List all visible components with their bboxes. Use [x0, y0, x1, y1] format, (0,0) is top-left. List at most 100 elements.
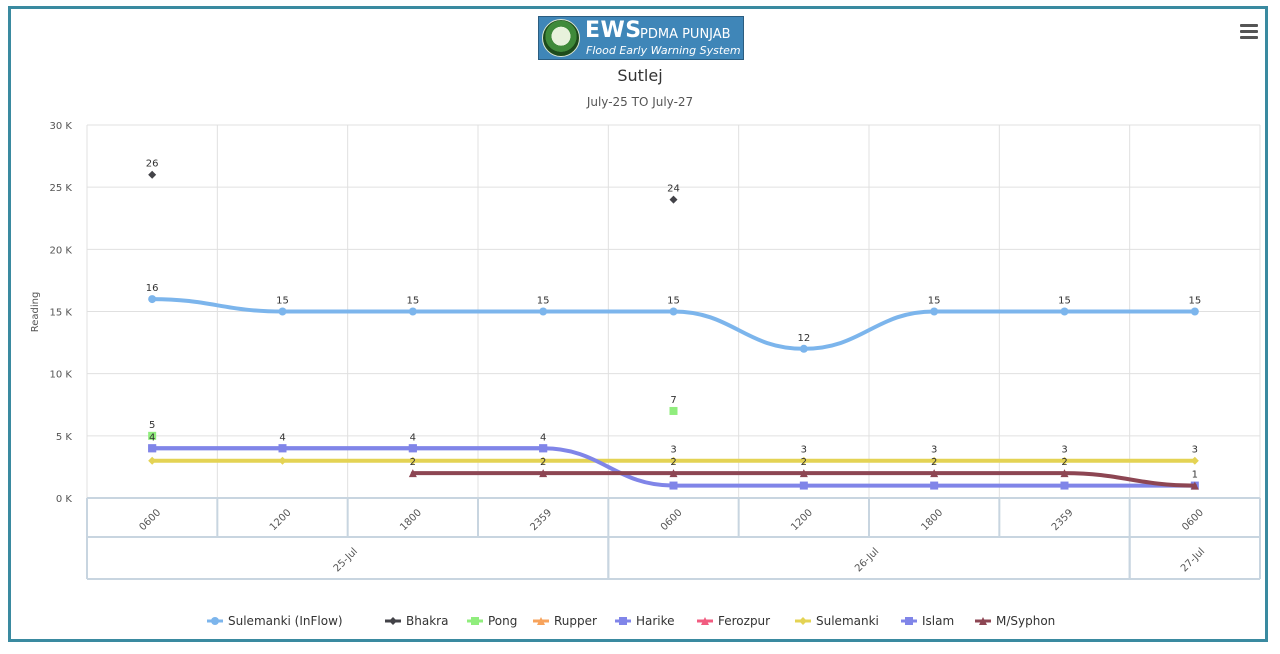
y-tick-label: 15 K	[50, 308, 73, 319]
legend-item[interactable]: Ferozpur	[697, 614, 770, 628]
ews-logo: EWS PDMA PUNJAB Flood Early Warning Syst…	[538, 16, 744, 60]
data-point	[799, 469, 808, 478]
data-point	[930, 307, 939, 316]
grid-lines	[86, 124, 1261, 499]
series-pong[interactable]	[148, 406, 678, 440]
data-point	[799, 481, 808, 490]
legend-swatch-marker	[211, 617, 219, 625]
data-label: 2	[1061, 457, 1067, 468]
data-point	[278, 444, 287, 453]
legend-label: Pong	[488, 614, 517, 628]
data-label: 12	[797, 333, 810, 344]
data-point	[1060, 456, 1069, 465]
data-label: 15	[928, 296, 941, 307]
legend-swatch-marker	[389, 617, 397, 625]
data-point	[1060, 469, 1069, 478]
y-tick-label: 5 K	[56, 432, 73, 443]
x-tick-label: 0600	[1180, 507, 1206, 533]
data-labels: 16 15 15 15 15 12 15 15 15 26 24 5 7 4 4 4 3 3 3 3 3 4 2 2 2 2 2 2 1	[146, 159, 1201, 481]
data-label: 15	[667, 296, 680, 307]
legend-item[interactable]: M/Syphon	[975, 614, 1055, 628]
legend-item[interactable]: Bhakra	[385, 614, 448, 628]
data-point	[799, 456, 808, 465]
data-label: 2	[931, 457, 937, 468]
logo-tagline: Flood Early Warning System	[586, 44, 741, 57]
legend-label: Sulemanki (InFlow)	[228, 614, 343, 628]
y-tick-label: 30 K	[50, 121, 73, 132]
data-point	[148, 431, 157, 440]
data-point	[1190, 307, 1199, 316]
data-label: 2	[540, 457, 546, 468]
data-label: 4	[279, 432, 285, 443]
x-tick-label: 0600	[659, 507, 685, 533]
data-label: 15	[1188, 296, 1201, 307]
data-label: 2	[801, 457, 807, 468]
data-point	[148, 444, 157, 453]
legend-item[interactable]: Sulemanki (InFlow)	[207, 614, 343, 628]
data-point	[148, 170, 157, 179]
legend-swatch-marker	[701, 617, 709, 625]
data-point	[1060, 481, 1069, 490]
legend-item[interactable]: Islam	[901, 614, 954, 628]
data-label: 15	[276, 296, 289, 307]
legend-label: Harike	[636, 614, 675, 628]
series-islam[interactable]	[148, 444, 1199, 490]
legend-label: Rupper	[554, 614, 597, 628]
series-line	[150, 297, 1197, 351]
series-m-syphon[interactable]	[408, 469, 1199, 490]
chart-subtitle: July-25 TO July-27	[586, 95, 693, 109]
data-label: 3	[1061, 445, 1067, 456]
data-point	[799, 344, 808, 353]
x-tick-label: 1800	[398, 507, 424, 533]
legend-item[interactable]: Rupper	[533, 614, 597, 628]
data-label: 3	[670, 445, 676, 456]
legend-label: Bhakra	[406, 614, 448, 628]
data-label: 15	[537, 296, 550, 307]
x-tick-label: 1200	[268, 507, 294, 533]
y-tick-label: 10 K	[50, 370, 73, 381]
data-point	[669, 195, 678, 204]
data-point	[278, 307, 287, 316]
legend-item[interactable]: Pong	[467, 614, 517, 628]
x-tick-label: 0600	[138, 507, 164, 533]
data-label: 3	[931, 445, 937, 456]
data-label: 7	[670, 395, 676, 406]
data-point	[1060, 307, 1069, 316]
data-point	[1190, 481, 1199, 490]
legend-label: Sulemanki	[816, 614, 879, 628]
data-label: 15	[1058, 296, 1071, 307]
series-layer	[148, 170, 1199, 490]
data-point	[669, 307, 678, 316]
series-sulemanki-inflow-[interactable]	[148, 295, 1199, 353]
hamburger-menu-icon[interactable]	[1240, 24, 1258, 40]
y-axis-title: Reading	[30, 292, 41, 333]
date-group-label: 25-Jul	[332, 546, 360, 574]
data-label: 5	[149, 420, 155, 431]
data-point	[669, 481, 678, 490]
data-label: 16	[146, 283, 159, 294]
data-point	[408, 456, 417, 465]
legend-swatch-marker	[471, 617, 479, 625]
legend-item[interactable]: Sulemanki	[795, 614, 879, 628]
data-label: 4	[410, 432, 416, 443]
legend-label: Ferozpur	[718, 614, 770, 628]
data-point	[148, 456, 157, 465]
data-label: 2	[670, 457, 676, 468]
data-point	[669, 406, 678, 415]
series-bhakra[interactable]	[148, 170, 678, 204]
data-point	[930, 456, 939, 465]
data-point	[539, 469, 548, 478]
data-point	[408, 469, 417, 478]
data-label: 15	[406, 296, 419, 307]
data-point	[278, 456, 287, 465]
data-label: 24	[667, 184, 680, 195]
data-point	[539, 444, 548, 453]
legend-swatch-marker	[979, 617, 987, 625]
legend-item[interactable]: Harike	[615, 614, 675, 628]
series-sulemanki[interactable]	[148, 456, 1199, 465]
x-tick-label: 1800	[920, 507, 946, 533]
data-label: 4	[149, 432, 155, 443]
legend-label: Islam	[922, 614, 954, 628]
x-tick-label: 2359	[529, 507, 555, 533]
